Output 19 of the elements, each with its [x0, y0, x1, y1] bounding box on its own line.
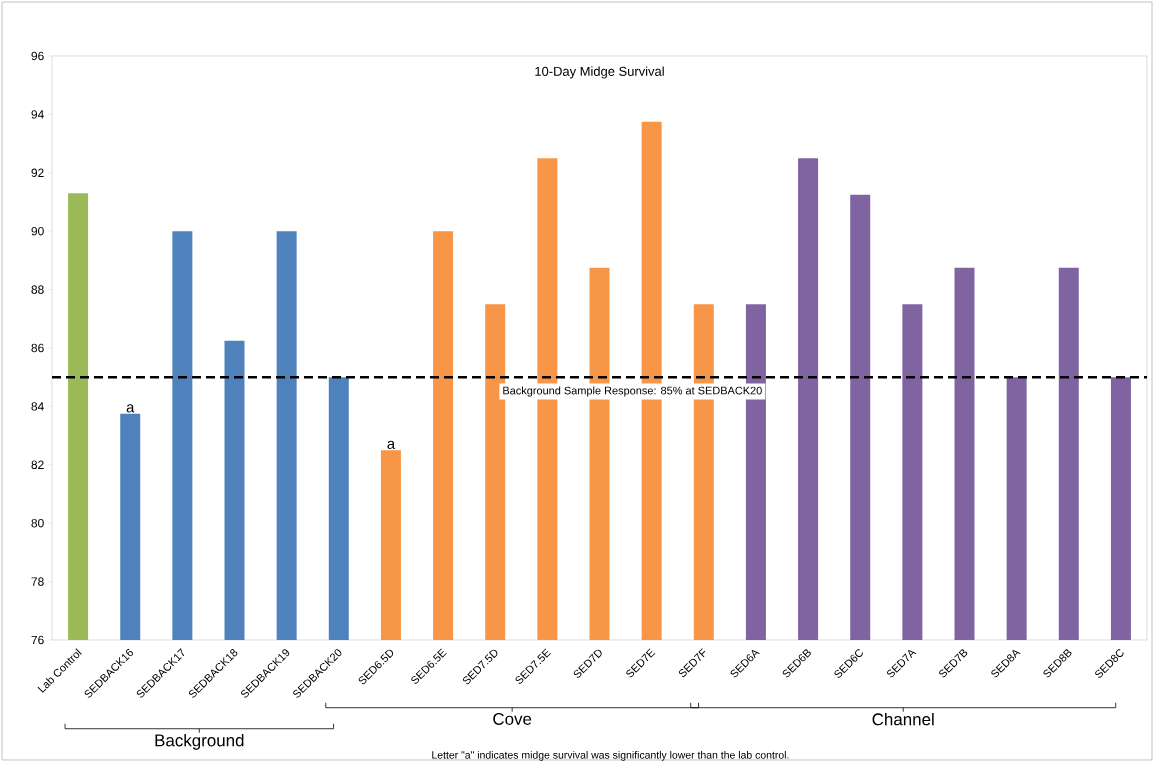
y-tick-label: 78 — [31, 577, 44, 586]
text: Cove — [493, 712, 532, 725]
y-tick-label: 90 — [31, 226, 44, 236]
y-tick-label: 80 — [31, 518, 44, 528]
y-tick-label: 86 — [31, 343, 44, 353]
text: 10-Day Midge Survival — [535, 66, 664, 79]
y-tick-label: 92 — [31, 168, 44, 178]
y-tick-label: 84 — [31, 402, 44, 411]
text: Letter "a" indicates midge survival was significantly lower than the lab control. — [432, 750, 789, 761]
text: Background — [155, 733, 244, 750]
text: Channel — [872, 712, 934, 726]
ref-line-label: Background Sample Response: 85% at SEDBACK20 — [503, 386, 762, 397]
annotation: a — [126, 404, 135, 413]
y-tick-label: 94 — [31, 110, 44, 119]
y-tick-label: 96 — [31, 51, 44, 61]
y-tick-label: 76 — [31, 635, 44, 645]
y-tick-label: 82 — [31, 460, 44, 470]
y-tick-label: 88 — [31, 285, 44, 294]
annotation: a — [387, 440, 396, 449]
